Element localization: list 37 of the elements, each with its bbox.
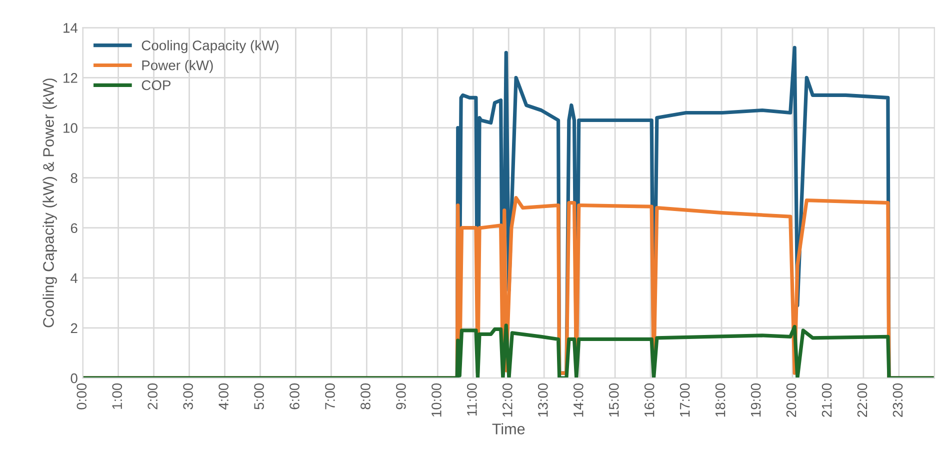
x-tick-label: 13:00: [538, 383, 548, 417]
y-tick-label: 10: [64, 123, 78, 133]
x-tick-label: 9:00: [396, 383, 406, 410]
y-tick-label: 6: [70, 223, 78, 234]
x-tick-label: 6:00: [290, 383, 300, 410]
y-tick-label: 12: [64, 73, 78, 83]
x-tick-label: 0:00: [76, 383, 87, 410]
legend-label: Cooling Capacity (kW): [142, 40, 278, 54]
x-tick-label: 7:00: [325, 383, 335, 410]
x-tick-label: 20:00: [786, 383, 796, 417]
x-tick-label: 17:00: [680, 383, 690, 417]
x-tick-label: 11:00: [467, 383, 477, 416]
legend-label: Power (kW): [142, 60, 213, 73]
x-tick-label: 16:00: [644, 383, 654, 417]
x-tick-label: 10:00: [432, 383, 442, 417]
y-axis-title: Cooling Capacity (kW) & Power (kW): [42, 78, 57, 328]
x-tick-label: 3:00: [183, 383, 193, 410]
x-tick-label: 4:00: [218, 383, 228, 410]
legend-label: COP: [142, 80, 171, 90]
x-tick-label: 23:00: [892, 383, 903, 417]
x-tick-label: 5:00: [254, 383, 264, 410]
y-tick-label: 0: [70, 373, 78, 384]
x-tick-label: 14:00: [573, 383, 584, 417]
x-tick-label: 12:00: [502, 383, 512, 417]
x-tick-label: 18:00: [715, 383, 726, 417]
x-tick-label: 8:00: [360, 383, 370, 410]
x-tick-label: 1:00: [112, 383, 122, 409]
x-tick-label: 22:00: [857, 383, 868, 417]
y-tick-label: 2: [70, 323, 78, 333]
x-tick-label: 21:00: [822, 383, 832, 417]
x-tick-label: 15:00: [608, 383, 619, 417]
y-tick-label: 8: [70, 173, 78, 183]
y-tick-label: 4: [70, 273, 78, 283]
x-axis-title: Time: [492, 423, 525, 434]
x-tick-label: 2:00: [148, 383, 158, 410]
x-tick-label: 19:00: [750, 383, 761, 417]
y-tick-label: 14: [64, 23, 78, 33]
